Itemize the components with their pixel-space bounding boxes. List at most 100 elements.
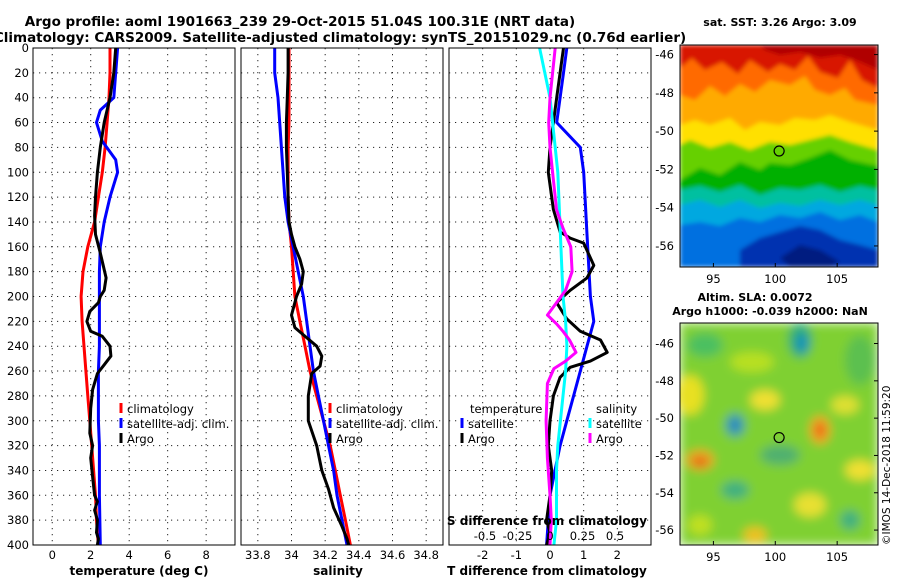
y-tick-label: 200 bbox=[7, 290, 29, 304]
series-s-satellite bbox=[538, 48, 569, 545]
s-tick-label: 0 bbox=[546, 529, 553, 543]
map-x-tick-label: 105 bbox=[826, 550, 848, 564]
series-satellite-adj-clim- bbox=[273, 48, 349, 545]
legend-s-satellite-label: satellite bbox=[596, 417, 642, 431]
sst-map-title: sat. SST: 3.26 Argo: 3.09 bbox=[703, 16, 856, 29]
y-tick-label: 400 bbox=[7, 538, 29, 552]
y-tick-label: 120 bbox=[7, 190, 29, 204]
s-tick-label: 0.25 bbox=[570, 529, 596, 543]
y-tick-label: 240 bbox=[7, 339, 29, 353]
y-tick-label: 220 bbox=[7, 314, 29, 328]
x-tick-label: 6 bbox=[164, 548, 171, 562]
salinity-legend: climatology satellite-adj. clim. Argo bbox=[328, 402, 438, 446]
y-tick-label: 320 bbox=[7, 439, 29, 453]
difference-legend-salinity: salinity satellite Argo bbox=[588, 402, 642, 446]
legend-t-argo-label: Argo bbox=[468, 432, 495, 446]
map-y-tick-label: -54 bbox=[655, 201, 674, 215]
y-tick-label: 160 bbox=[7, 240, 29, 254]
y-tick-label: 40 bbox=[14, 91, 29, 105]
y-tick-label: 20 bbox=[14, 66, 29, 80]
map-y-tick-label: -54 bbox=[655, 486, 674, 500]
y-tick-label: 300 bbox=[7, 414, 29, 428]
legend-temperature-title: temperature bbox=[470, 402, 542, 416]
map-x-tick-label: 105 bbox=[826, 272, 848, 286]
legend-satellite-label: satellite-adj. clim. bbox=[127, 417, 229, 431]
legend-salinity-title: salinity bbox=[596, 402, 637, 416]
salinity-panel: 33.8 34 34.2 34.4 34.6 34.8 salinity climatol… bbox=[240, 47, 444, 578]
difference-legend-temperature: temperature satellite Argo bbox=[460, 402, 542, 446]
sla-map-subtitle: Argo h1000: -0.039 h2000: NaN bbox=[672, 305, 868, 318]
map-y-tick-label: -52 bbox=[655, 448, 674, 462]
x-tick-label: 34.4 bbox=[346, 548, 372, 562]
sla-field bbox=[680, 323, 878, 545]
y-tick-label: 80 bbox=[14, 140, 29, 154]
map-y-tick-label: -48 bbox=[655, 374, 674, 388]
map-y-tick-label: -52 bbox=[655, 162, 674, 176]
x-tick-label: 8 bbox=[202, 548, 209, 562]
y-tick-label: 0 bbox=[22, 41, 29, 55]
difference-panel: -2 -1 0 1 2 -0.5 -0.25 0 0.25 0.5 S difference f… bbox=[447, 47, 652, 578]
x-tick-label: 34.8 bbox=[413, 548, 439, 562]
s-tick-label: 0.5 bbox=[606, 529, 624, 543]
map-y-tick-label: -46 bbox=[655, 337, 674, 351]
x-tick-label: 1 bbox=[580, 548, 587, 562]
s-difference-xlabel: S difference from climatology bbox=[447, 514, 647, 528]
y-tick-label: 340 bbox=[7, 463, 29, 477]
legend-argo-label: Argo bbox=[127, 432, 154, 446]
map-x-tick-label: 95 bbox=[706, 272, 721, 286]
temperature-xlabel: temperature (deg C) bbox=[70, 564, 209, 578]
x-tick-label: -1 bbox=[511, 548, 522, 562]
x-tick-label: -2 bbox=[477, 548, 488, 562]
x-tick-label: 2 bbox=[614, 548, 621, 562]
x-tick-label: 0 bbox=[49, 548, 56, 562]
x-tick-label: 34.2 bbox=[312, 548, 338, 562]
series-s-argo bbox=[544, 48, 578, 545]
series-climatology bbox=[286, 48, 352, 545]
legend-argo-label: Argo bbox=[336, 432, 363, 446]
figure-title-line-2: Climatology: CARS2009. Satellite-adjuste… bbox=[0, 30, 686, 46]
legend-climatology-label: climatology bbox=[127, 402, 194, 416]
y-tick-label: 100 bbox=[7, 165, 29, 179]
map-y-tick-label: -56 bbox=[655, 239, 674, 253]
salinity-xlabel: salinity bbox=[313, 564, 363, 578]
y-tick-label: 180 bbox=[7, 265, 29, 279]
sla-map-panel: Altim. SLA: 0.0072 Argo h1000: -0.039 h2… bbox=[655, 291, 879, 564]
t-difference-xlabel: T difference from climatology bbox=[447, 564, 647, 578]
sst-map-frame bbox=[679, 44, 879, 268]
sst-map-panel: sat. SST: 3.26 Argo: 3.09 -46 -48 -50 -52 -5… bbox=[655, 16, 879, 286]
y-tick-label: 260 bbox=[7, 364, 29, 378]
difference-axes-frame bbox=[448, 47, 652, 546]
legend-climatology-label: climatology bbox=[336, 402, 403, 416]
x-tick-label: 34.6 bbox=[380, 548, 406, 562]
x-tick-label: 34 bbox=[284, 548, 299, 562]
y-tick-label: 360 bbox=[7, 488, 29, 502]
temperature-legend: climatology satellite-adj. clim. Argo bbox=[119, 402, 229, 446]
map-y-tick-label: -46 bbox=[655, 48, 674, 62]
map-x-tick-label: 95 bbox=[706, 550, 721, 564]
imos-credit: ©IMOS 14-Dec-2018 11:59:20 bbox=[881, 386, 893, 545]
x-tick-label: 4 bbox=[126, 548, 133, 562]
s-tick-label: -0.25 bbox=[503, 529, 533, 543]
figure-title-line-1: Argo profile: aoml 1901663_239 29-Oct-20… bbox=[25, 14, 575, 30]
map-y-tick-label: -50 bbox=[655, 411, 674, 425]
temperature-axes-frame bbox=[32, 47, 236, 546]
x-tick-label: 33.8 bbox=[245, 548, 271, 562]
map-y-tick-label: -48 bbox=[655, 86, 674, 100]
legend-satellite-label: satellite-adj. clim. bbox=[336, 417, 438, 431]
x-tick-label: 2 bbox=[87, 548, 94, 562]
argo-position-marker bbox=[773, 431, 785, 444]
legend-s-argo-label: Argo bbox=[596, 432, 623, 446]
map-y-tick-label: -56 bbox=[655, 523, 674, 537]
legend-t-satellite-label: satellite bbox=[468, 417, 514, 431]
series-argo bbox=[284, 48, 351, 545]
sla-map-frame bbox=[679, 322, 879, 546]
x-tick-label: 0 bbox=[546, 548, 553, 562]
map-x-tick-label: 100 bbox=[764, 272, 786, 286]
y-tick-label: 280 bbox=[7, 389, 29, 403]
y-tick-label: 60 bbox=[14, 116, 29, 130]
temperature-panel: 0204060801001201401601802002202402602803… bbox=[7, 41, 236, 578]
sst-field bbox=[680, 45, 878, 267]
argo-position-marker bbox=[773, 145, 785, 157]
series-satellite-adj-clim- bbox=[95, 48, 120, 545]
